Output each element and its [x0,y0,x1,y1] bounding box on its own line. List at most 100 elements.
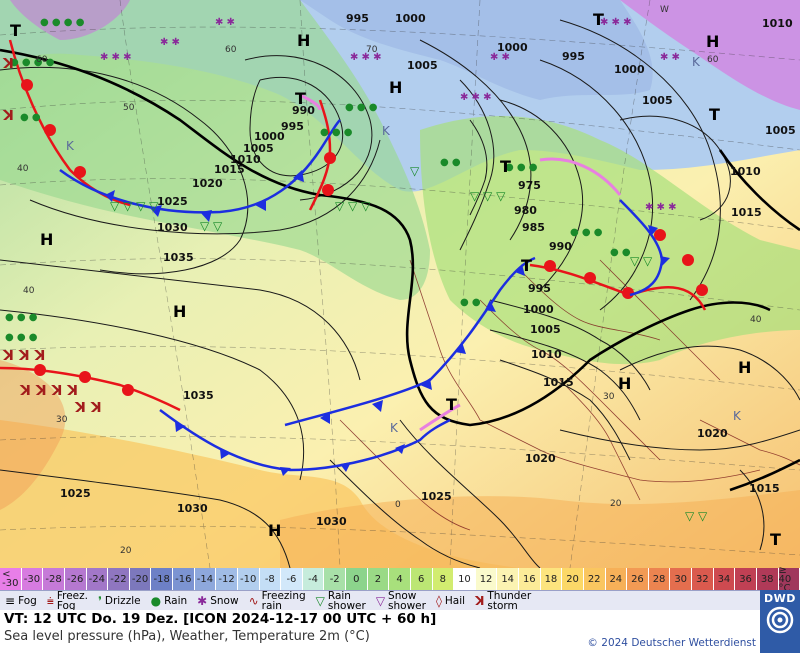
svg-text:● ● ● ●: ● ● ● ● [40,17,85,28]
svg-text:K: K [66,139,75,153]
svg-text:T: T [593,10,604,29]
svg-text:✱ ✱: ✱ ✱ [490,52,510,63]
svg-text:H: H [268,521,281,540]
green-region-east [420,116,800,365]
svg-text:995: 995 [346,12,369,25]
snow-icon: ✱ [197,594,208,608]
svg-text:T: T [10,21,21,40]
svg-text:40: 40 [23,286,35,296]
svg-text:1025: 1025 [157,195,188,208]
svg-text:60: 60 [225,45,237,55]
svg-text:H: H [389,78,402,97]
colorbar-cell: -24 [86,568,109,590]
drizzle-icon: ❜ [97,594,102,608]
svg-text:1010: 1010 [531,348,562,361]
freezing-fog-icon: ⩧ [46,593,54,608]
weather-legend: ≡ Fog ⩧ Freez. Fog ❜ Drizzle ● Rain ✱ Snow ∿ F… [0,590,760,611]
svg-text:● ●: ● ● [460,297,481,308]
svg-text:0: 0 [395,500,401,510]
colorbar-cell: -22 [108,568,130,590]
svg-text:T: T [446,395,457,414]
colorbar-cell: ≥ 40 °C [778,565,800,593]
colorbar-cell: -6 [281,568,303,590]
legend-freezing-fog: ⩧ Freez. Fog [42,590,93,612]
colorbar-cell: < -30 [0,568,22,590]
svg-text:1005: 1005 [642,94,673,107]
svg-text:ꓘ ꓘ ꓘ: ꓘ ꓘ ꓘ [2,348,45,364]
warm-front-bumps [21,79,708,396]
legend-hail: ◊ Hail [431,594,470,608]
svg-text:▽ ▽ ▽ ▽: ▽ ▽ ▽ ▽ [110,199,159,213]
svg-text:ꓘ: ꓘ [2,108,14,124]
svg-text:▽ ▽ ▽: ▽ ▽ ▽ [335,199,371,213]
colorbar-cell: 14 [497,568,519,590]
colorbar-cell: 8 [432,568,455,590]
svg-text:980: 980 [514,204,537,217]
svg-text:30: 30 [56,415,68,425]
graticule [0,0,800,568]
svg-text:1030: 1030 [177,502,208,515]
svg-text:▽ ▽: ▽ ▽ [685,509,708,523]
svg-text:✱ ✱: ✱ ✱ [660,52,680,63]
svg-text:● ● ●: ● ● ● [5,332,38,343]
colorbar-cell: -8 [259,568,282,590]
k-labels: K K K K K [66,55,742,435]
svg-text:30: 30 [603,392,615,402]
shower-symbols: ▽ ▽ ▽ ▽ ▽ ▽ ▽ ▽ ▽ ▽ ▽ ▽ ▽ ▽ ▽ ▽ ▽ [110,164,708,523]
legend-label: Fog [18,595,37,607]
svg-text:H: H [618,374,631,393]
snow-shower-icon: ▽ [375,594,386,608]
legend-label: Freez. Fog [56,590,88,612]
colorbar-cell: -30 [21,568,44,590]
dwd-logo[interactable]: DWD [760,590,800,653]
svg-text:995: 995 [562,50,585,63]
isobars [0,19,800,568]
colorbar-cell: -26 [64,568,87,590]
svg-text:K: K [382,124,391,138]
colorbar-cell: 6 [410,568,433,590]
map-info: VT: 12 UTC Do. 19 Dez. [ICON 2024-12-17 … [0,610,760,653]
cold-front-triangles [105,170,670,476]
colorbar-cell: 32 [692,568,714,590]
svg-text:1015: 1015 [731,206,762,219]
colorbar-cell: -28 [43,568,65,590]
snow-symbols: ✱ ✱ ✱ ✱ ✱ ✱ ✱ ✱ ✱ ✱ ✱ ✱ ✱ ✱ ✱ ✱ ✱ ✱ ✱ ✱ … [100,17,680,213]
svg-text:ꓘ: ꓘ [2,56,14,72]
legend-label: Thunder storm [487,590,532,612]
svg-text:70: 70 [366,45,378,55]
svg-text:1015: 1015 [543,376,574,389]
high-pressure-labels: H H H H H H H H [40,31,751,540]
colorbar-cell: -2 [324,568,346,590]
svg-text:1015: 1015 [749,482,780,495]
svg-text:T: T [295,89,306,108]
svg-text:● ●: ● ● [20,112,41,123]
svg-text:H: H [40,230,53,249]
colorbar-cell: -10 [237,568,260,590]
svg-text:● ● ●: ● ● ● [320,127,353,138]
isobar-1015-bold [0,48,800,492]
colorbar-cell: 34 [713,568,736,590]
svg-text:✱ ✱: ✱ ✱ [160,37,180,48]
dwd-swirl-icon [766,606,794,634]
svg-text:▽: ▽ [410,164,420,178]
svg-text:● ● ●: ● ● ● [505,162,538,173]
colorbar-cell: 12 [475,568,498,590]
svg-text:995: 995 [528,282,551,295]
svg-text:1000: 1000 [254,130,285,143]
colorbar-cell: 36 [735,568,757,590]
rain-symbols: ● ● ● ● ● ● ● ● ● ● ● ● ● ● ● ● ● ● ● ● … [5,17,631,343]
colorbar-cell: -14 [194,568,217,590]
svg-text:50: 50 [123,103,135,113]
svg-text:✱ ✱ ✱: ✱ ✱ ✱ [350,52,382,63]
legend-label: Snow shower [388,590,426,612]
svg-text:● ● ● ●: ● ● ● ● [10,57,55,68]
valid-time: VT: 12 UTC Do. 19 Dez. [ICON 2024-12-17 … [4,611,437,627]
svg-text:T: T [500,157,511,176]
legend-fog: ≡ Fog [0,594,42,608]
colorbar-cell: -18 [151,568,173,590]
svg-text:1005: 1005 [530,323,561,336]
svg-text:T: T [521,256,532,275]
copyright: © 2024 Deutscher Wetterdienst [587,637,756,649]
cold-fronts [59,119,664,472]
svg-text:1030: 1030 [316,515,347,528]
